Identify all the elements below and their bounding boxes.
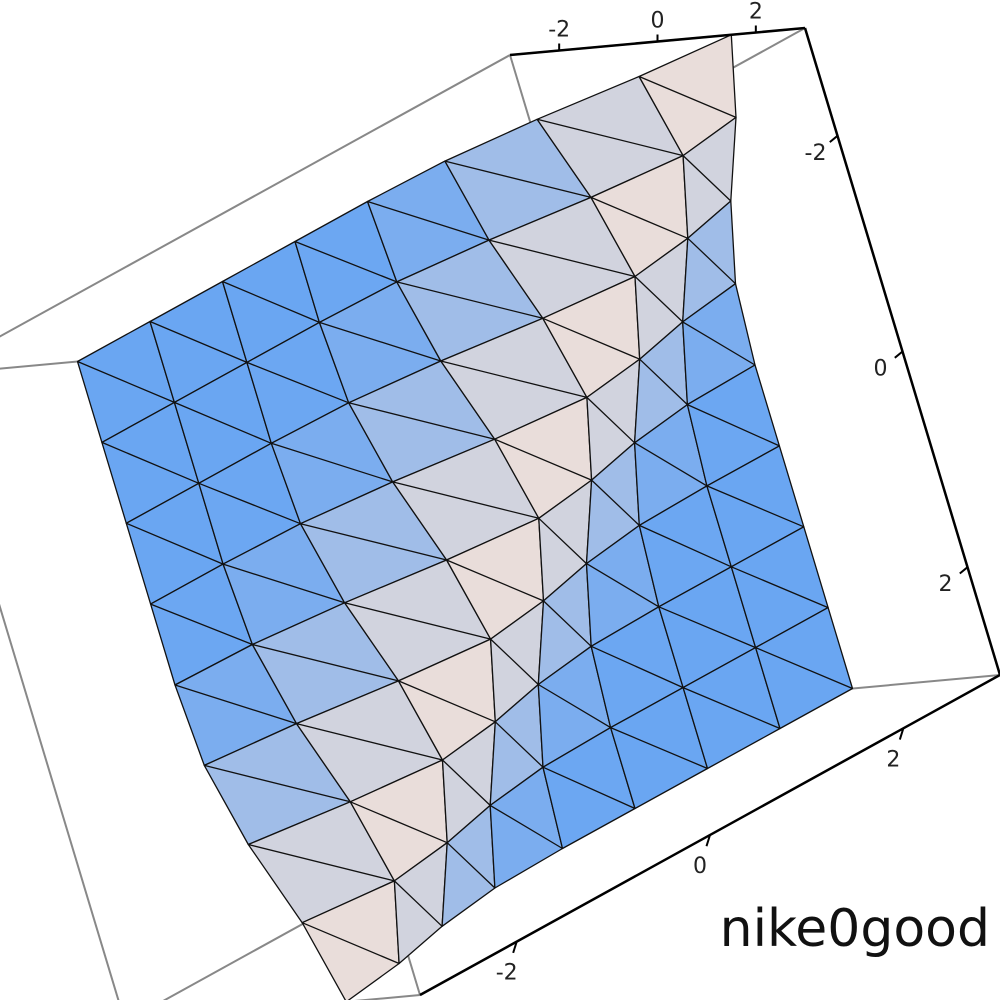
tick-label: 2 xyxy=(939,572,953,597)
surface-cell xyxy=(730,526,829,649)
surface-cell xyxy=(609,686,709,810)
tick-label: -2 xyxy=(548,18,570,43)
tick-label: 2 xyxy=(886,747,900,772)
watermark: nike0good xyxy=(720,899,990,959)
tick-label: -2 xyxy=(805,141,827,166)
surface-cell xyxy=(488,196,636,319)
surface-cell xyxy=(538,479,593,602)
box-edge xyxy=(0,603,120,1000)
surface-cell xyxy=(682,200,737,323)
tick-mark xyxy=(894,350,904,359)
box-edge xyxy=(0,54,511,338)
tick-mark xyxy=(898,728,905,740)
surface-cell xyxy=(318,281,442,404)
surface-cell xyxy=(149,280,248,404)
tick-label: -2 xyxy=(496,961,518,986)
axes: -2 0 2 -2 0 2 -2 0 2 xyxy=(419,0,1000,997)
tick-mark xyxy=(705,834,711,847)
tick-mark xyxy=(959,566,969,575)
surface-cell xyxy=(658,566,757,689)
surface-cell xyxy=(270,402,394,525)
surface-cell xyxy=(754,606,854,730)
surface-cell xyxy=(198,442,302,565)
tick-label: 2 xyxy=(749,0,763,25)
surface-cell xyxy=(585,442,640,565)
surface-cell xyxy=(586,358,641,481)
tick-label: 0 xyxy=(693,854,707,879)
surface-cell xyxy=(348,360,496,483)
tick-mark xyxy=(829,135,839,143)
surface xyxy=(76,34,854,1000)
tick-label: 0 xyxy=(651,9,665,34)
surface-cell xyxy=(590,606,684,729)
surface-cell xyxy=(366,160,490,283)
tick-mark xyxy=(512,941,518,954)
surface-cell xyxy=(440,317,588,440)
tick-label: 0 xyxy=(874,357,888,382)
surface-cell xyxy=(149,563,254,686)
